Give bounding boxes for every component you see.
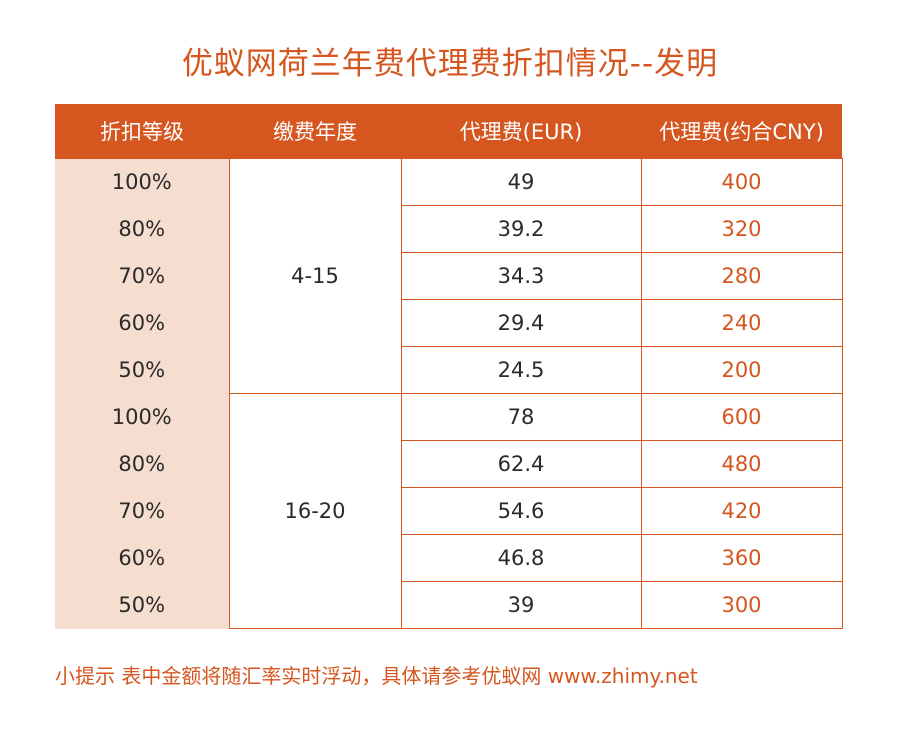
fee-cny-cell: 400 — [640, 158, 843, 206]
discount-cell: 70% — [55, 487, 230, 535]
header-fee-eur: 代理费(EUR) — [401, 104, 641, 159]
fee-cny-cell: 600 — [640, 393, 843, 441]
fee-cny-cell: 200 — [640, 346, 843, 394]
discount-cell: 80% — [55, 440, 230, 488]
table-row: 70% 54.6 420 — [55, 487, 843, 535]
discount-cell: 70% — [55, 252, 230, 300]
discount-cell: 80% — [55, 205, 230, 253]
fee-eur-cell: 62.4 — [400, 440, 642, 488]
table-header-row: 折扣等级 缴费年度 代理费(EUR) 代理费(约合CNY) — [55, 104, 842, 159]
fee-eur-cell: 54.6 — [400, 487, 642, 535]
discount-cell: 100% — [55, 393, 230, 441]
discount-cell: 100% — [55, 158, 230, 206]
header-fee-cny: 代理费(约合CNY) — [641, 104, 842, 159]
fee-cny-cell: 420 — [640, 487, 843, 535]
fee-eur-cell: 39.2 — [400, 205, 642, 253]
fee-cny-cell: 280 — [640, 252, 843, 300]
fee-table: 折扣等级 缴费年度 代理费(EUR) 代理费(约合CNY) 100% 4-15 … — [55, 104, 843, 629]
table-row: 80% 39.2 320 — [55, 205, 843, 253]
fee-eur-cell: 29.4 — [400, 299, 642, 347]
fee-cny-cell: 300 — [640, 581, 843, 629]
fee-eur-cell: 49 — [400, 158, 642, 206]
fee-eur-cell: 78 — [400, 393, 642, 441]
year-range-cell: 16-20 — [228, 393, 402, 629]
table-row: 100% 4-15 49 400 — [55, 158, 843, 394]
header-discount-level: 折扣等级 — [55, 104, 229, 159]
year-range-cell: 4-15 — [228, 158, 402, 394]
fee-cny-cell: 360 — [640, 534, 843, 582]
page-title: 优蚁网荷兰年费代理费折扣情况--发明 — [181, 46, 719, 82]
header-payment-year: 缴费年度 — [229, 104, 401, 159]
table-row: 70% 34.3 280 — [55, 252, 843, 300]
table-row: 60% 29.4 240 — [55, 299, 843, 347]
fee-cny-cell: 240 — [640, 299, 843, 347]
discount-cell: 50% — [55, 346, 230, 394]
fee-cny-cell: 480 — [640, 440, 843, 488]
fee-eur-cell: 34.3 — [400, 252, 642, 300]
fee-cny-cell: 320 — [640, 205, 843, 253]
fee-eur-cell: 39 — [400, 581, 642, 629]
table-row: 80% 62.4 480 — [55, 440, 843, 488]
table-row: 100% 16-20 78 600 — [55, 393, 843, 629]
exchange-rate-tip: 小提示 表中金额将随汇率实时浮动，具体请参考优蚁网 www.zhimy.net — [55, 664, 698, 688]
discount-cell: 50% — [55, 581, 230, 629]
discount-cell: 60% — [55, 534, 230, 582]
fee-eur-cell: 24.5 — [400, 346, 642, 394]
table-row: 50% 24.5 200 — [55, 346, 843, 394]
table-row: 50% 39 300 — [55, 581, 843, 629]
discount-cell: 60% — [55, 299, 230, 347]
fee-eur-cell: 46.8 — [400, 534, 642, 582]
table-row: 60% 46.8 360 — [55, 534, 843, 582]
